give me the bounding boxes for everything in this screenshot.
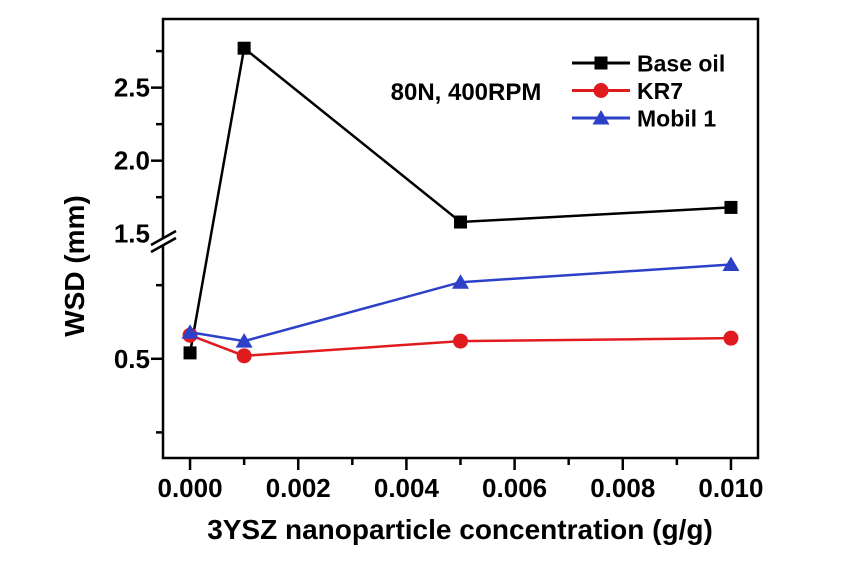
x-tick-label: 0.006 [482,473,547,503]
series-marker [181,324,199,339]
y-tick-label: 1.5 [114,219,150,249]
series-marker [452,274,469,289]
x-axis-title: 3YSZ nanoparticle concentration (g/g) [207,514,713,545]
legend-label: KR7 [637,78,683,104]
x-tick-label: 0.004 [374,473,440,503]
axis-break-gap [151,231,176,252]
series-marker [235,333,253,348]
legend-label: Base oil [637,51,725,77]
legend-marker [593,83,609,98]
series-marker [723,330,739,346]
legend-marker [594,56,608,70]
legend-label: Mobil 1 [637,106,716,132]
series-marker [236,348,252,364]
y-axis-title: WSD (mm) [59,195,90,337]
series-marker [237,41,251,55]
legend-marker [592,110,610,125]
y-tick-label: 2.0 [114,146,150,176]
plot-area: 0.000 0.002 0.004 0.006 0.008 0.010 0.5 1.5 2.0 2… [114,17,763,503]
axis-break-slash [150,236,177,254]
x-tick-label: 0.002 [266,473,331,503]
series-marker [722,256,740,272]
axis-break-slash [150,229,177,247]
x-tick-label: 0.008 [590,473,655,503]
series-marker [183,346,197,360]
y-tick-label: 2.5 [114,73,150,103]
series-marker [724,200,738,214]
annotation-test-conditions: 80N, 400RPM [391,79,542,106]
series-line [189,263,732,343]
x-tick-label: 0.010 [698,473,763,503]
series-marker [454,215,467,229]
series-line [189,334,731,358]
y-tick-label: 0.5 [114,344,150,374]
x-tick-label: 0.000 [158,473,223,503]
series-marker [453,333,468,349]
series-line [188,45,732,354]
